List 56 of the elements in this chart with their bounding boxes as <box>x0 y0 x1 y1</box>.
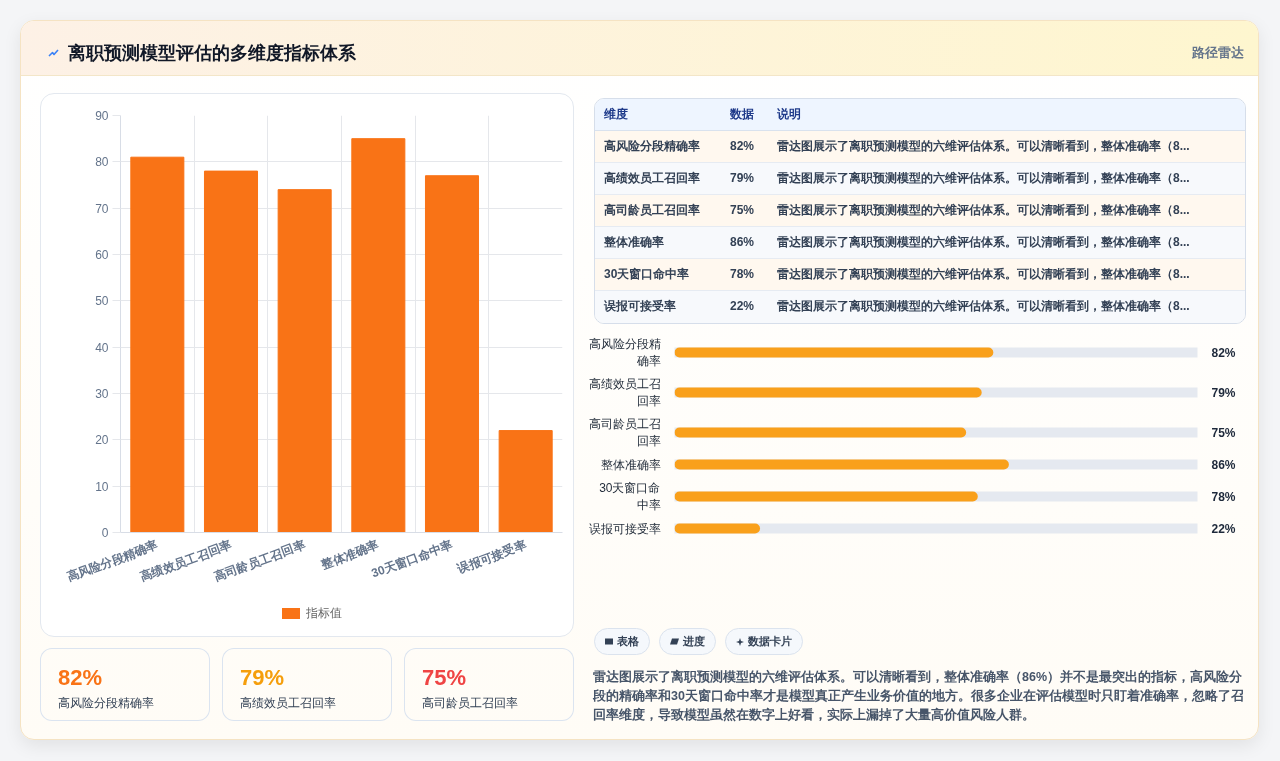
data-label: 75% <box>1211 425 1236 440</box>
text: 雷达图展示了离职预测模型的六维评估体系。可以清晰看到，整体准确率（86%）并不是最突出的指标，高风险分段的精确率和30天窗口命中率才是模型真正产生业务价值的地方。很多企业在评估模型时只盯着准确率，忽略了召回率维度，导致模型虽然在数字上好看，实际上漏掉了大量高价值风险人群。 <box>593 668 1245 724</box>
y-tick-label: 90 <box>95 109 109 123</box>
text: 路径雷达 <box>1192 45 1244 60</box>
text: 雷达图展示了离职预测模型的六维评估体系。可以清晰看到，整体准确率（8... <box>777 233 1191 251</box>
text: 数据 <box>730 105 755 123</box>
y-tick-label: 60 <box>95 248 109 262</box>
data-label: 79% <box>240 665 286 691</box>
text: 雷达图展示了离职预测模型的六维评估体系。可以清晰看到，整体准确率（8... <box>777 298 1191 316</box>
y-tick-label: 0 <box>101 526 109 540</box>
data-label: 82% <box>1211 345 1236 360</box>
text: 雷达图展示了离职预测模型的六维评估体系。可以清晰看到，整体准确率（8... <box>777 137 1191 155</box>
y-tick-label: 高绩效员工召回率 <box>588 377 661 408</box>
y-tick-label: 70 <box>95 201 109 216</box>
data-label: 22% <box>730 298 756 316</box>
text: 说明 <box>777 105 802 123</box>
text: 离职预测模型评估的多维度指标体系 <box>68 41 356 65</box>
data-label: 78% <box>1211 489 1236 504</box>
y-tick-label: 高司龄员工召回率 <box>588 417 661 448</box>
data-label: 86% <box>730 233 756 251</box>
y-tick-label: 30 <box>95 387 109 401</box>
category-label: 表格 <box>617 633 639 649</box>
data-label: 79% <box>730 169 756 187</box>
x-tick-label: 误报可接受率 <box>454 537 529 577</box>
bar <box>277 189 332 533</box>
y-tick-label: 10 <box>95 479 109 494</box>
y-tick-label: 高风险分段精确率 <box>588 337 661 368</box>
bar <box>351 138 406 533</box>
bar <box>424 175 480 533</box>
y-tick-label: 误报可接受率 <box>588 521 661 536</box>
text: 雷达图展示了离职预测模型的六维评估体系。可以清晰看到，整体准确率（8... <box>777 265 1191 283</box>
y-tick-label: 50 <box>95 294 109 309</box>
bar <box>203 170 259 533</box>
data-label: 82% <box>58 665 104 691</box>
data-label: 79% <box>1211 385 1236 400</box>
category-label: 高绩效员工召回率 <box>240 696 337 711</box>
legend-label: 指标值 <box>306 605 342 622</box>
y-tick-label: 40 <box>95 340 109 355</box>
y-tick-label: 30天窗口命中率 <box>599 481 661 512</box>
text: 雷达图展示了离职预测模型的六维评估体系。可以清晰看到，整体准确率（8... <box>777 201 1191 219</box>
text: 维度 <box>603 105 629 123</box>
category-label: 数据卡片 <box>748 633 792 649</box>
data-label: 86% <box>1211 457 1236 472</box>
category-label: 高司龄员工召回率 <box>422 696 519 711</box>
data-label: 78% <box>730 265 756 283</box>
bar <box>498 430 553 533</box>
y-tick-label: 20 <box>95 433 109 448</box>
y-tick-label: 80 <box>95 155 109 170</box>
data-label: 75% <box>422 665 468 691</box>
y-tick-label: 整体准确率 <box>600 457 661 472</box>
data-label: 82% <box>730 137 756 155</box>
category-label: 进度 <box>683 633 705 649</box>
bar <box>130 156 185 533</box>
data-label: 22% <box>1211 521 1236 536</box>
data-label: 75% <box>730 201 756 219</box>
text: 雷达图展示了离职预测模型的六维评估体系。可以清晰看到，整体准确率（8... <box>777 169 1191 187</box>
